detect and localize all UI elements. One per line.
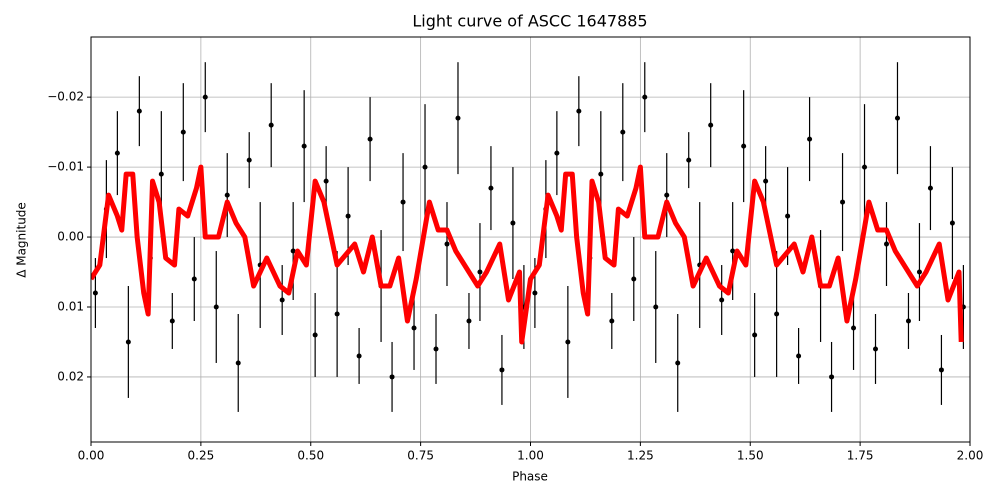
data-point: [433, 346, 439, 352]
data-point: [345, 213, 351, 219]
data-point: [554, 150, 560, 156]
data-point: [949, 220, 955, 226]
data-point: [92, 290, 98, 296]
data-point: [367, 136, 373, 142]
data-point: [774, 311, 780, 317]
data-point: [191, 276, 197, 282]
data-point: [532, 290, 538, 296]
data-point: [609, 318, 615, 324]
data-point: [664, 192, 670, 198]
data-point: [246, 157, 252, 163]
x-tick-label: 1.00: [517, 449, 544, 463]
x-tick-label: 0.00: [78, 449, 105, 463]
data-point: [224, 192, 230, 198]
data-point: [444, 241, 450, 247]
data-point: [840, 199, 846, 205]
model-line: [91, 164, 964, 345]
x-tick-label: 0.50: [297, 449, 324, 463]
data-point: [202, 94, 208, 100]
data-point: [477, 269, 483, 275]
data-point: [169, 318, 175, 324]
x-tick-label: 1.50: [737, 449, 764, 463]
data-point: [565, 339, 571, 345]
data-point: [389, 374, 395, 380]
data-point: [422, 164, 428, 170]
x-tick-label: 1.25: [627, 449, 654, 463]
x-axis-label: Phase: [512, 470, 548, 484]
data-point: [114, 150, 120, 156]
data-point: [631, 276, 637, 282]
data-point: [927, 185, 933, 191]
data-point: [873, 346, 879, 352]
y-tick-label: 0.02: [57, 369, 84, 383]
x-tick-label: 1.75: [847, 449, 874, 463]
data-point: [356, 353, 362, 359]
data-point: [686, 157, 692, 163]
data-point: [158, 171, 164, 177]
data-point: [334, 311, 340, 317]
data-point: [752, 332, 758, 338]
data-point: [894, 115, 900, 121]
data-point: [598, 171, 604, 177]
data-point: [862, 164, 868, 170]
data-point: [411, 325, 417, 331]
data-point: [851, 325, 857, 331]
data-point: [312, 332, 318, 338]
y-axis-label: Δ Magnitude: [15, 202, 29, 278]
data-point: [301, 143, 307, 149]
data-point: [829, 374, 835, 380]
data-point: [279, 297, 285, 303]
data-point: [323, 178, 329, 184]
data-point: [510, 220, 516, 226]
data-point: [719, 297, 725, 303]
data-point: [400, 199, 406, 205]
data-point: [499, 367, 505, 373]
data-point: [653, 304, 659, 310]
data-point: [125, 339, 131, 345]
data-point: [576, 108, 582, 114]
data-point: [763, 178, 769, 184]
data-point: [213, 304, 219, 310]
data-point: [708, 122, 714, 128]
data-point: [455, 115, 461, 121]
data-point: [916, 269, 922, 275]
data-point: [675, 360, 681, 366]
plot-frame: [90, 36, 971, 443]
x-tick-label: 2.00: [957, 449, 984, 463]
data-point: [180, 129, 186, 135]
data-point: [883, 241, 889, 247]
data-point: [268, 122, 274, 128]
y-tick-label: −0.02: [47, 90, 84, 104]
data-point: [488, 185, 494, 191]
data-point: [730, 248, 736, 254]
data-point: [620, 129, 626, 135]
data-point: [741, 143, 747, 149]
x-tick-label: 0.75: [407, 449, 434, 463]
data-point: [785, 213, 791, 219]
data-point: [796, 353, 802, 359]
y-tick-label: −0.01: [47, 160, 84, 174]
data-point: [136, 108, 142, 114]
data-point: [938, 367, 944, 373]
y-tick-label: 0.01: [57, 300, 84, 314]
data-point: [642, 94, 648, 100]
chart-title: Light curve of ASCC 1647885: [412, 12, 647, 31]
data-point: [290, 248, 296, 254]
data-point: [807, 136, 813, 142]
data-point: [466, 318, 472, 324]
x-tick-label: 0.25: [188, 449, 215, 463]
data-point: [905, 318, 911, 324]
y-tick-label: 0.00: [57, 230, 84, 244]
data-point: [235, 360, 241, 366]
